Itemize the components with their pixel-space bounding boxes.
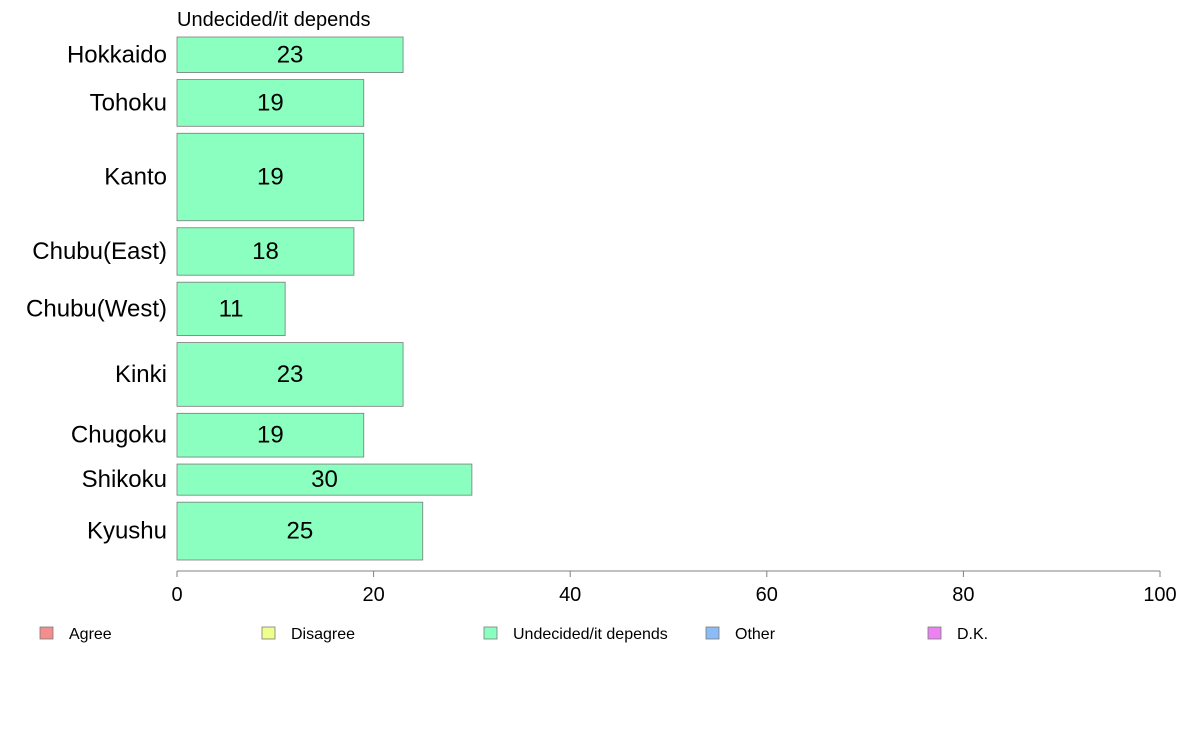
- bar-chubu-west: [176, 281, 286, 336]
- value-label-tohoku: 19: [257, 89, 284, 116]
- category-label-kanto: Kanto: [104, 164, 167, 191]
- legend-swatch-other: [705, 626, 720, 640]
- legend: Agree Disagree Undecided/it depends Other D.…: [39, 626, 988, 643]
- value-label-kanto: 19: [257, 164, 284, 191]
- x-tick-label-20: 20: [362, 584, 384, 606]
- x-tick-label-40: 40: [559, 584, 581, 606]
- bar-kanto: [176, 132, 365, 222]
- category-label-chubu-west: Chubu(West): [26, 295, 167, 322]
- category-label-shikoku: Shikoku: [82, 466, 167, 493]
- category-label-kinki: Kinki: [115, 361, 167, 388]
- category-labels: Hokkaido Tohoku Kanto Chubu(East) Chubu(West…: [26, 41, 167, 544]
- legend-label-undecided-it-depends: Undecided/it depends: [513, 626, 668, 643]
- legend-swatch-disagree: [261, 626, 276, 640]
- x-tick-label-80: 80: [952, 584, 974, 606]
- bar-kyushu: [176, 501, 424, 561]
- legend-label-other: Other: [735, 626, 776, 643]
- category-label-tohoku: Tohoku: [90, 89, 167, 116]
- value-label-kyushu: 25: [287, 518, 314, 545]
- value-label-chubu-west: 11: [219, 295, 244, 322]
- value-label-kinki: 23: [277, 361, 304, 388]
- value-label-chugoku: 19: [257, 422, 284, 449]
- bar-chubu-east: [176, 227, 355, 276]
- legend-swatch-undecided-it-depends: [483, 626, 498, 640]
- panel-title: Undecided/it depends: [177, 9, 370, 31]
- legend-label-agree: Agree: [69, 626, 112, 643]
- bar-hokkaido: [176, 36, 404, 73]
- bars-group: [176, 36, 473, 561]
- value-label-chubu-east: 18: [252, 238, 279, 265]
- bar-kinki: [176, 342, 404, 407]
- category-label-chugoku: Chugoku: [71, 422, 167, 449]
- legend-swatch-agree: [39, 626, 54, 640]
- value-label-hokkaido: 23: [277, 41, 304, 68]
- bar-chugoku: [176, 412, 365, 458]
- bar-tohoku: [176, 79, 365, 127]
- category-label-chubu-east: Chubu(East): [32, 238, 167, 265]
- legend-label-disagree: Disagree: [291, 626, 355, 643]
- bar-shikoku: [176, 463, 473, 496]
- x-tick-label-100: 100: [1143, 584, 1176, 606]
- value-labels: 23 19 19 18 11 23 19 30 25: [219, 41, 338, 544]
- legend-label-d-k: D.K.: [957, 626, 988, 643]
- x-axis-ticks: 0 20 40 60 80 100: [171, 571, 1177, 606]
- value-label-shikoku: 30: [311, 466, 338, 493]
- category-label-hokkaido: Hokkaido: [67, 41, 167, 68]
- x-tick-label-0: 0: [171, 584, 182, 606]
- legend-swatch-d-k: [927, 626, 942, 640]
- category-label-kyushu: Kyushu: [87, 518, 167, 545]
- x-tick-label-60: 60: [756, 584, 778, 606]
